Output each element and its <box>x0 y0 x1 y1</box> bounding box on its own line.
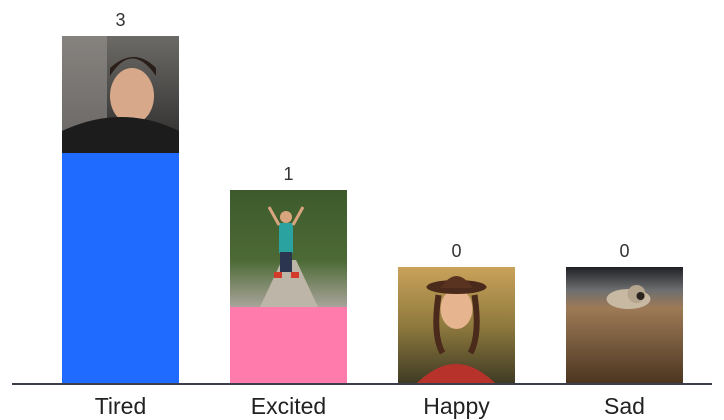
value-label-happy: 0 <box>451 241 461 261</box>
value-label-tired: 3 <box>115 10 125 30</box>
photo-excited: photo of a person jumping on a forest pa… <box>230 190 347 307</box>
photo-sad: photo of a sad dog lying on a floor <box>566 267 683 384</box>
category-label-happy: Happy <box>423 393 490 419</box>
photo-happy: photo of a smiling woman in a hat in a f… <box>398 267 515 384</box>
bar-excited <box>230 307 347 384</box>
category-label-sad: Sad <box>604 393 645 419</box>
bar-tired <box>62 153 179 384</box>
value-label-excited: 1 <box>283 164 293 184</box>
photo-tired: photo of a tired man rubbing his face <box>62 36 179 153</box>
value-label-sad: 0 <box>619 241 629 261</box>
category-label-excited: Excited <box>251 393 326 419</box>
category-label-tired: Tired <box>95 393 147 419</box>
